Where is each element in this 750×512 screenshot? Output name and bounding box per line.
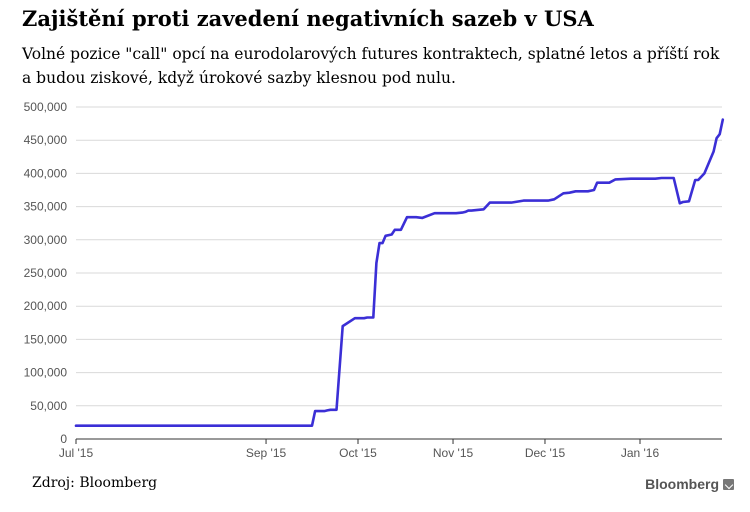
chart-title: Zajištění proti zavedení negativních saz… — [22, 6, 594, 31]
x-tick-label: Dec '15 — [525, 446, 566, 460]
x-tick-label: Nov '15 — [433, 446, 474, 460]
brand-logo: Bloomberg — [645, 476, 734, 492]
brand-name: Bloomberg — [645, 476, 719, 492]
y-tick-label: 500,000 — [24, 100, 68, 114]
y-tick-label: 150,000 — [24, 332, 68, 346]
y-tick-label: 400,000 — [24, 166, 68, 180]
series-line — [74, 118, 725, 428]
y-tick-label: 0 — [60, 432, 67, 446]
x-tick-label: Jan '16 — [621, 446, 660, 460]
y-tick-label: 350,000 — [24, 200, 68, 214]
chart-subtitle: Volné pozice "call" opcí na eurodolarový… — [22, 45, 720, 87]
y-tick-label: 450,000 — [24, 133, 68, 147]
y-tick-label: 200,000 — [24, 299, 68, 313]
x-tick-label: Jul '15 — [59, 446, 94, 460]
y-tick-label: 100,000 — [24, 366, 68, 380]
x-tick-label: Sep '15 — [246, 446, 287, 460]
x-tick-label: Oct '15 — [339, 446, 377, 460]
source-note: Zdroj: Bloomberg — [32, 475, 158, 491]
y-tick-label: 300,000 — [24, 233, 68, 247]
bloomberg-logo-icon — [723, 478, 734, 490]
y-tick-label: 250,000 — [24, 266, 68, 280]
y-tick-label: 50,000 — [30, 399, 67, 413]
